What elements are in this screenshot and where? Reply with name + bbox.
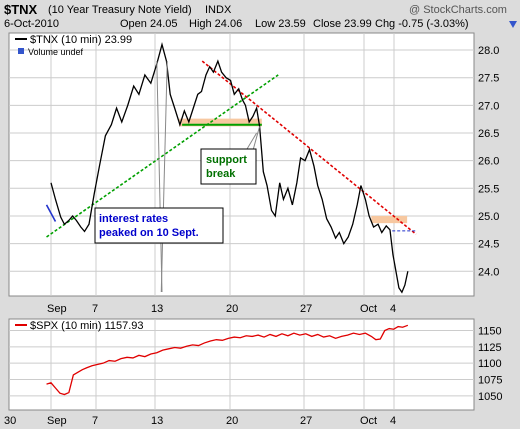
volume-legend-swatch	[18, 48, 24, 54]
tnx-blue-segment	[45, 204, 57, 222]
tnx-xtick-label: 7	[92, 303, 98, 315]
triangle-down-icon	[509, 21, 517, 28]
support-label-line2: break	[206, 168, 236, 180]
tnx-xtick-label: Sep	[47, 303, 67, 315]
tnx-xtick-label: 27	[300, 303, 312, 315]
symbol-title: $TNX	[4, 2, 38, 17]
spx-xtick-label: Oct	[360, 415, 377, 427]
spx-xtick-label: 20	[226, 415, 238, 427]
support-label-line1: support	[206, 154, 247, 166]
exchange-label: INDX	[205, 4, 232, 16]
tnx-xtick-label: Oct	[360, 303, 377, 315]
spx-xtick-label: Sep	[47, 415, 67, 427]
spx-xtick-label: 13	[151, 415, 163, 427]
tnx-ytick-label: 27.0	[478, 100, 499, 112]
spx-layer: 1150 1125 1100 1075 1050 30 Sep 7 13 20 27 Oct 4 $SPX…	[4, 319, 502, 427]
spx-xtick-label: 30	[4, 415, 16, 427]
spx-xtick-label: 7	[92, 415, 98, 427]
rates-label-line1: interest rates	[99, 213, 169, 225]
spx-ytick-label: 1050	[478, 391, 502, 403]
resistance-zone	[371, 215, 408, 224]
date-label: 6-Oct-2010	[4, 18, 60, 30]
tnx-ytick-label: 28.0	[478, 45, 499, 57]
support-annotation-box	[200, 148, 257, 185]
tnx-ytick-label: 24.0	[478, 266, 499, 278]
change-value: Chg -0.75 (-3.03%)	[375, 18, 469, 30]
tnx-ytick-label: 25.5	[478, 183, 499, 195]
brand-label: @ StockCharts.com	[409, 4, 507, 16]
spx-ytick-label: 1150	[478, 326, 502, 338]
spx-ytick-label: 1075	[478, 375, 502, 387]
spx-panel	[8, 318, 475, 411]
low-value: Low 23.59	[255, 18, 306, 30]
tnx-ytick-label: 24.5	[478, 239, 499, 251]
open-value: Open 24.05	[120, 18, 178, 30]
tnx-price-line	[50, 42, 409, 294]
spx-xtick-label: 4	[390, 415, 396, 427]
tnx-layer: 28.0 27.5 27.0 26.5 26.0 25.5 25.0 24.5 24.0 Sep 7…	[9, 33, 499, 315]
high-value: High 24.06	[189, 18, 243, 30]
uptrend-line	[46, 74, 279, 238]
tnx-ytick-label: 27.5	[478, 73, 499, 85]
symbol-name: (10 Year Treasury Note Yield)	[48, 4, 192, 16]
rates-peak-annotation: interest rates peaked on 10 Sept.	[99, 212, 199, 240]
tnx-ytick-label: 26.0	[478, 156, 499, 168]
volume-legend-label: Volume undef	[28, 47, 84, 57]
spx-xtick-label: 27	[300, 415, 312, 427]
rates-pointer-line	[156, 61, 163, 293]
rates-pointer-line	[160, 61, 168, 293]
tnx-legend-label: $TNX (10 min) 23.99	[30, 34, 132, 46]
support-break-annotation: support break	[206, 153, 247, 181]
rates-label-line2: peaked on 10 Sept.	[99, 227, 199, 239]
tnx-xtick-label: 13	[151, 303, 163, 315]
close-value: Close 23.99	[313, 18, 372, 30]
spx-legend-label: $SPX (10 min) 1157.93	[30, 320, 144, 332]
spx-price-line	[46, 324, 409, 396]
spx-ytick-label: 1125	[478, 342, 502, 354]
tnx-ytick-label: 25.0	[478, 211, 499, 223]
spx-ytick-label: 1100	[478, 358, 502, 370]
tnx-xtick-label: 20	[226, 303, 238, 315]
tnx-ytick-label: 26.5	[478, 128, 499, 140]
tnx-xtick-label: 4	[390, 303, 396, 315]
support-zone	[179, 118, 262, 127]
rates-annotation-box	[94, 207, 224, 244]
